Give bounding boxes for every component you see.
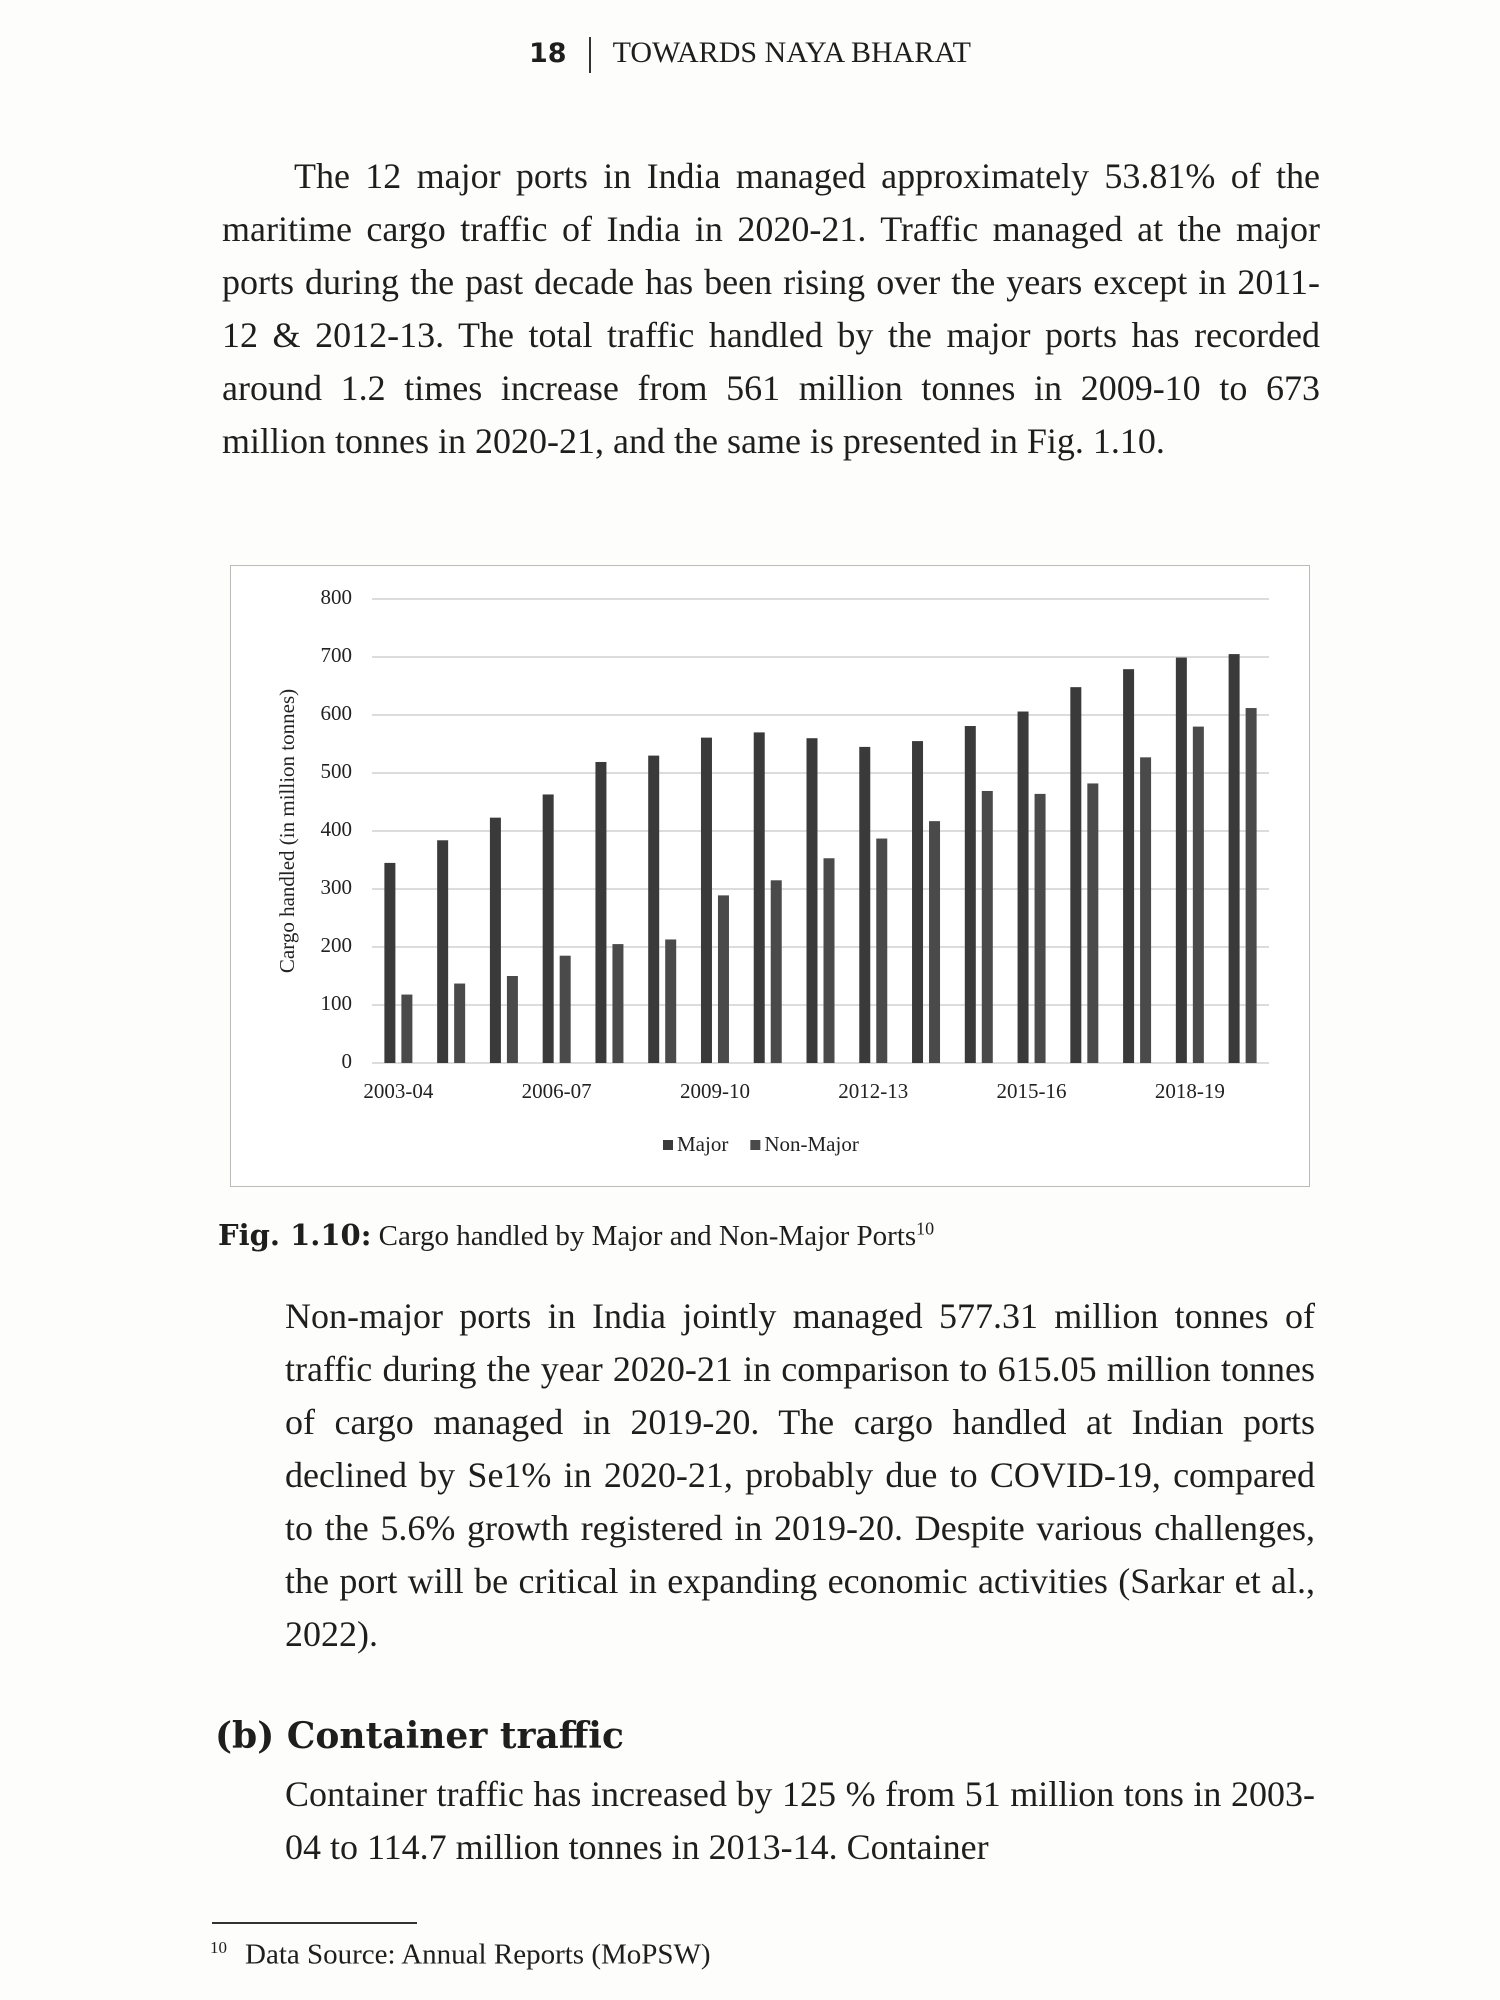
bar xyxy=(612,944,624,1063)
footnote-text: Data Source: Annual Reports (MoPSW) xyxy=(245,1938,711,1971)
bar xyxy=(700,737,712,1063)
paragraph: Non-major ports in India jointly managed… xyxy=(285,1296,1315,1654)
bar xyxy=(401,994,413,1063)
bar xyxy=(1017,711,1029,1063)
caption-label: Fig. 1.10: xyxy=(218,1218,372,1252)
bar xyxy=(1140,757,1152,1063)
bar xyxy=(912,741,924,1063)
bar xyxy=(1175,657,1187,1063)
y-tick-label: 300 xyxy=(321,875,353,899)
section-heading: (b) Container traffic xyxy=(215,1715,624,1757)
bar xyxy=(753,732,765,1063)
figure-caption: Fig. 1.10: Cargo handled by Major and No… xyxy=(218,1218,934,1253)
y-tick-label: 100 xyxy=(321,991,353,1015)
y-tick-label: 800 xyxy=(321,585,353,609)
bar xyxy=(595,761,607,1063)
x-tick-label: 2003-04 xyxy=(363,1079,433,1103)
legend-label: Major xyxy=(677,1132,728,1156)
y-tick-label: 0 xyxy=(342,1049,353,1073)
bar xyxy=(665,939,677,1063)
bar xyxy=(806,738,818,1063)
legend-swatch xyxy=(750,1140,761,1150)
y-tick-label: 700 xyxy=(321,643,353,667)
bar xyxy=(559,955,571,1063)
bar xyxy=(823,858,835,1063)
note-ref: 10 xyxy=(916,1218,935,1239)
x-tick-label: 2006-07 xyxy=(522,1079,592,1103)
paragraph: The 12 major ports in India managed appr… xyxy=(222,156,1320,461)
x-tick-label: 2018-19 xyxy=(1155,1079,1225,1103)
x-tick-label: 2015-16 xyxy=(997,1079,1067,1103)
y-axis-label: Cargo handled (in million tonnes) xyxy=(275,689,299,973)
bar xyxy=(876,838,888,1063)
bar xyxy=(1245,708,1257,1063)
bar xyxy=(929,821,941,1063)
figure: Cargo handled (in million tonnes) 0 100 20… xyxy=(230,565,1310,1187)
x-tick-label: 2012-13 xyxy=(838,1079,908,1103)
bar xyxy=(648,755,660,1063)
legend-label: Non-Major xyxy=(764,1132,858,1156)
bar xyxy=(1087,783,1099,1063)
footnote-marker: 10 xyxy=(210,1938,227,1957)
footnote-rule xyxy=(212,1922,417,1924)
footnote: 10 Data Source: Annual Reports (MoPSW) xyxy=(210,1938,711,1972)
x-tick-label: 2009-10 xyxy=(680,1079,750,1103)
bar xyxy=(542,794,554,1063)
running-title: TOWARDS NAYA BHARAT xyxy=(612,36,971,69)
bar xyxy=(1034,793,1046,1063)
bar xyxy=(964,726,976,1063)
bar xyxy=(981,790,993,1063)
bar xyxy=(437,840,449,1063)
paragraph: Container traffic has increased by 125 %… xyxy=(285,1774,1315,1867)
separator xyxy=(588,37,591,74)
bar xyxy=(489,817,501,1063)
page-number: 18 xyxy=(529,38,567,69)
y-tick-label: 200 xyxy=(321,933,353,957)
bar xyxy=(859,746,871,1063)
y-tick-label: 600 xyxy=(321,701,353,725)
bar xyxy=(506,976,518,1063)
bar xyxy=(1070,687,1082,1063)
y-tick-label: 500 xyxy=(321,759,353,783)
chart: Cargo handled (in million tonnes) 0 100 20… xyxy=(275,585,1269,1156)
bar xyxy=(1228,654,1240,1063)
y-tick-label: 400 xyxy=(321,817,353,841)
bar xyxy=(1123,669,1135,1063)
bar xyxy=(384,862,396,1063)
running-header: 18 TOWARDS NAYA BHARAT xyxy=(0,36,1500,74)
bar xyxy=(717,895,729,1063)
caption-text: Cargo handled by Major and Non-Major Por… xyxy=(378,1220,917,1252)
bar xyxy=(1192,726,1204,1063)
bar xyxy=(454,983,466,1063)
bar xyxy=(770,880,782,1063)
legend-swatch xyxy=(663,1140,673,1150)
